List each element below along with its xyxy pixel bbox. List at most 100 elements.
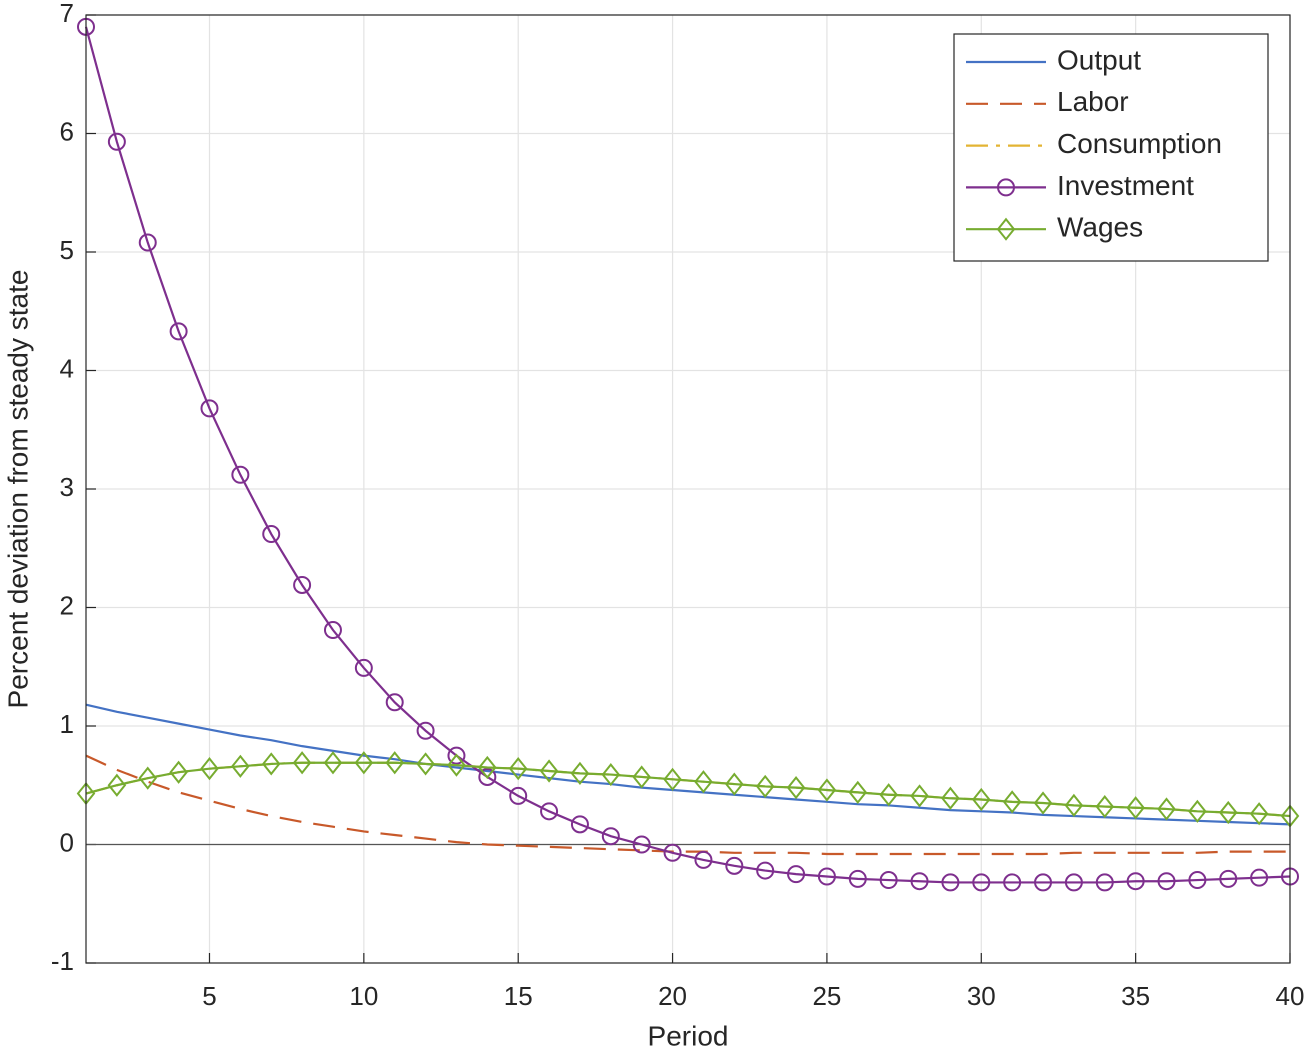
x-tick-label: 15 (504, 981, 533, 1011)
y-tick-label: 7 (60, 0, 74, 28)
marker (138, 233, 157, 252)
marker (1188, 799, 1207, 823)
x-axis-label: Period (648, 1020, 729, 1051)
legend-label: Output (1057, 44, 1141, 75)
marker (1095, 873, 1114, 892)
series-line (84, 26, 1291, 884)
marker (972, 873, 991, 892)
y-tick-label: 1 (60, 709, 74, 739)
series-line (85, 703, 1291, 826)
marker (292, 751, 312, 775)
marker (354, 658, 373, 677)
marker (786, 776, 806, 800)
marker (879, 871, 898, 890)
marker (1003, 873, 1022, 892)
x-tick-label: 20 (658, 981, 687, 1011)
legend: Output Labor Consumption Investment Wages (953, 33, 1269, 262)
marker (200, 399, 219, 418)
legend-box (953, 33, 1269, 262)
marker (138, 766, 158, 790)
marker (323, 751, 343, 775)
marker (725, 772, 744, 796)
marker (941, 873, 960, 892)
marker (1095, 794, 1115, 819)
marker (107, 132, 126, 151)
marker (169, 760, 188, 784)
marker (1157, 872, 1176, 891)
marker (848, 780, 868, 804)
x-tick-label: 10 (349, 981, 378, 1011)
marker (1064, 873, 1083, 892)
marker (1219, 869, 1238, 888)
marker (663, 843, 682, 862)
marker (354, 751, 374, 775)
marker (385, 751, 404, 775)
plot-frame (85, 14, 1291, 964)
marker (694, 770, 713, 794)
marker (385, 693, 404, 712)
marker (787, 865, 806, 884)
marker (570, 761, 590, 786)
y-tick-label: 6 (60, 116, 74, 146)
marker (262, 525, 281, 544)
marker (972, 787, 991, 812)
marker (447, 746, 466, 765)
marker (539, 759, 559, 783)
marker (540, 802, 559, 821)
marker (756, 861, 775, 880)
marker (941, 786, 960, 810)
y-tick-label: 3 (60, 472, 74, 502)
x-tick-label: 40 (1276, 981, 1305, 1011)
y-tick-label: 4 (60, 353, 74, 383)
marker (416, 752, 435, 776)
y-tick-label: -1 (51, 946, 74, 976)
marker (996, 217, 1016, 241)
marker (848, 869, 867, 888)
marker (1033, 791, 1053, 815)
x-tick-label: 25 (812, 981, 841, 1011)
marker (509, 786, 528, 805)
x-tick-label: 30 (967, 981, 996, 1011)
marker (231, 465, 250, 484)
marker (601, 827, 620, 846)
marker (1064, 793, 1084, 817)
series-line (85, 761, 1291, 818)
marker (231, 754, 250, 778)
marker (169, 322, 188, 341)
y-tick-label: 5 (60, 235, 74, 265)
y-tick-label: 0 (60, 827, 74, 857)
marker (910, 784, 929, 808)
y-tick-label: 2 (60, 590, 74, 620)
x-tick-label: 5 (202, 981, 216, 1011)
marker (1250, 868, 1269, 887)
legend-label: Wages (1057, 212, 1143, 243)
x-tick-label: 35 (1121, 981, 1150, 1011)
marker (107, 773, 127, 797)
legend-label: Investment (1057, 170, 1194, 201)
marker (570, 815, 589, 834)
marker (1002, 790, 1022, 814)
marker (817, 867, 836, 886)
marker (1126, 796, 1145, 820)
marker (1188, 871, 1207, 890)
marker (910, 872, 929, 891)
marker (725, 856, 744, 875)
marker (447, 753, 466, 777)
marker (323, 621, 342, 640)
legend-label: Labor (1057, 86, 1129, 117)
legend-label: Consumption (1057, 128, 1222, 159)
marker (200, 757, 219, 781)
marker (1249, 802, 1269, 826)
series-line (85, 754, 1290, 856)
marker (879, 783, 898, 807)
marker (1157, 797, 1176, 821)
marker (1034, 873, 1053, 892)
marker (694, 850, 713, 869)
marker (478, 767, 497, 786)
marker (1126, 872, 1145, 891)
marker (663, 767, 682, 791)
marker (632, 765, 651, 789)
marker (632, 835, 651, 854)
marker (755, 774, 775, 799)
